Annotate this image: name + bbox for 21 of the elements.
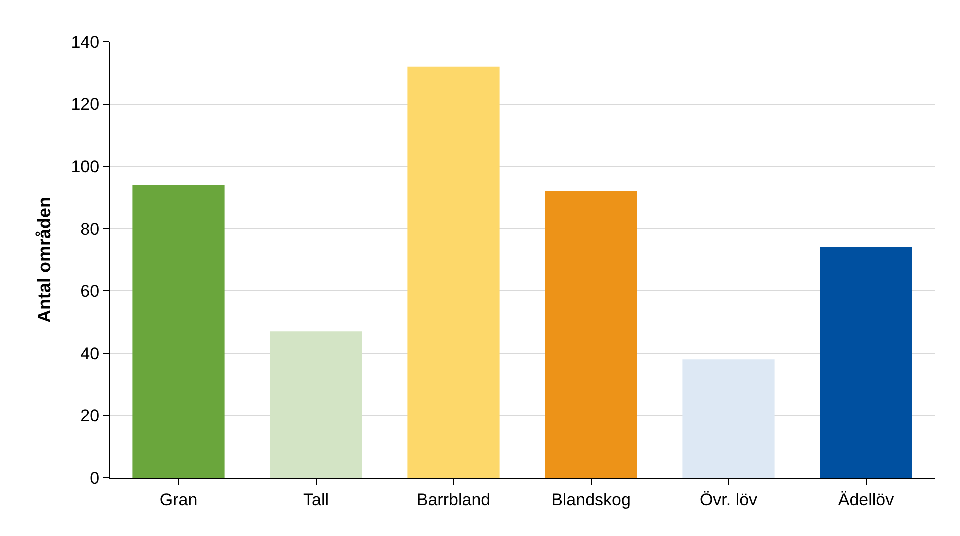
bar: [820, 248, 912, 478]
y-tick-label: 60: [80, 282, 100, 302]
x-tick-label: Gran: [160, 490, 198, 510]
y-tick-label: 40: [80, 344, 100, 364]
y-tick-label: 0: [90, 468, 100, 488]
x-tick-label: Ädellöv: [838, 490, 895, 510]
y-tick-label: 20: [80, 406, 100, 426]
y-tick-label: 120: [71, 95, 100, 114]
y-tick-label: 100: [71, 158, 100, 177]
bar: [270, 332, 362, 478]
x-tick-label: Blandskog: [552, 490, 631, 510]
bar: [132, 185, 225, 478]
bar: [408, 66, 500, 478]
x-tick-label: Övr. löv: [700, 490, 758, 510]
x-tick-label: Barrbland: [416, 490, 491, 510]
y-axis-title: Antal områden: [34, 196, 54, 324]
bar: [545, 191, 638, 478]
y-tick-label: 80: [80, 220, 100, 239]
y-tick-label: 140: [71, 32, 100, 52]
x-tick-label: Tall: [303, 490, 330, 510]
bar: [682, 360, 775, 478]
